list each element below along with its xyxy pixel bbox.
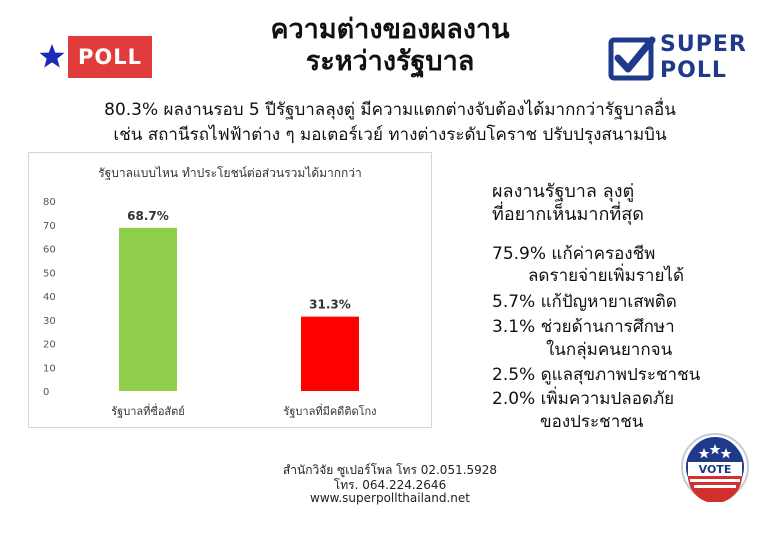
result-item-5-cont: ของประชาชน xyxy=(540,412,644,432)
x-category-label: รัฐบาลที่มีคดีติดโกง xyxy=(283,403,376,418)
result-item-3: 3.1% ช่วยด้านการศึกษา xyxy=(492,317,675,337)
vote-badge-icon: VOTE xyxy=(681,433,749,502)
result-item-5: 2.0% เพิ่มความปลอดภัย xyxy=(492,389,675,409)
bar-data-label: 31.3% xyxy=(309,298,351,312)
bar xyxy=(301,316,359,391)
vote-badge-text: VOTE xyxy=(699,463,732,476)
bar-data-labels: 68.7% 31.3% xyxy=(127,209,351,312)
chart-panel: รัฐบาลแบบไหน ทำประโยชน์ต่อส่วนรวมได้มากก… xyxy=(28,152,432,428)
footer-line-2: โทร. 064.224.2646 xyxy=(333,478,447,492)
result-item-2: 5.7% แก้ปัญหายาเสพติด xyxy=(492,292,677,312)
y-tick-label: 30 xyxy=(43,316,56,327)
y-tick-label: 10 xyxy=(43,363,56,374)
y-tick-label: 80 xyxy=(43,197,56,208)
bar-data-label: 68.7% xyxy=(127,209,169,223)
footer-line-3: www.superpollthailand.net xyxy=(310,491,470,505)
summary-line-1: 80.3% ผลงานรอบ 5 ปีรัฐบาลลุงตู่ มีความแต… xyxy=(104,100,676,120)
super-poll-logo-line-1: SUPER xyxy=(660,32,747,57)
page-title: ความต่างของผลงาน ระหว่างรัฐบาล xyxy=(200,14,580,78)
checkmark-icon xyxy=(608,36,656,81)
bar-chart: รัฐบาลแบบไหน ทำประโยชน์ต่อส่วนรวมได้มากก… xyxy=(43,166,377,418)
star-icon xyxy=(39,44,65,68)
x-category-label: รัฐบาลที่ซื่อสัตย์ xyxy=(111,403,185,418)
y-tick-label: 70 xyxy=(43,221,56,232)
super-poll-logo-line-2: POLL xyxy=(660,58,727,83)
result-item-1: 75.9% แก้ค่าครองชีพ xyxy=(492,244,656,264)
y-tick-label: 0 xyxy=(43,387,49,398)
result-item-1-cont: ลดรายจ่ายเพิ่มรายได้ xyxy=(528,266,685,286)
summary-line-2: เช่น สถานีรถไฟฟ้าต่าง ๆ มอเตอร์เวย์ ทางต… xyxy=(113,125,667,145)
x-axis-labels: รัฐบาลที่ซื่อสัตย์ รัฐบาลที่มีคดีติดโกง xyxy=(111,403,376,418)
result-item-4: 2.5% ดูแลสุขภาพประชาชน xyxy=(492,365,701,385)
y-axis-ticks: 0 10 20 30 40 50 60 70 80 xyxy=(43,197,56,398)
poll-logo: POLL xyxy=(38,36,152,78)
right-heading-line-1: ผลงานรัฐบาล ลุงตู่ xyxy=(492,181,635,202)
y-tick-label: 60 xyxy=(43,245,56,256)
super-poll-logo: SUPER POLL xyxy=(608,32,758,86)
bar xyxy=(119,227,177,391)
y-tick-label: 20 xyxy=(43,340,56,351)
footer-line-1: สำนักวิจัย ซูเปอร์โพล โทร 02.051.5928 xyxy=(282,463,498,477)
y-tick-label: 50 xyxy=(43,268,56,279)
bars xyxy=(119,227,359,391)
poll-logo-text: POLL xyxy=(68,36,152,78)
result-item-3-cont: ในกลุ่มคนยากจน xyxy=(546,340,673,360)
title-line-2: ระหว่างรัฐบาล xyxy=(305,46,475,77)
y-tick-label: 40 xyxy=(43,292,56,303)
chart-title: รัฐบาลแบบไหน ทำประโยชน์ต่อส่วนรวมได้มากก… xyxy=(98,166,362,180)
title-line-1: ความต่างของผลงาน xyxy=(270,14,510,45)
right-heading-line-2: ที่อยากเห็นมากที่สุด xyxy=(492,204,644,225)
